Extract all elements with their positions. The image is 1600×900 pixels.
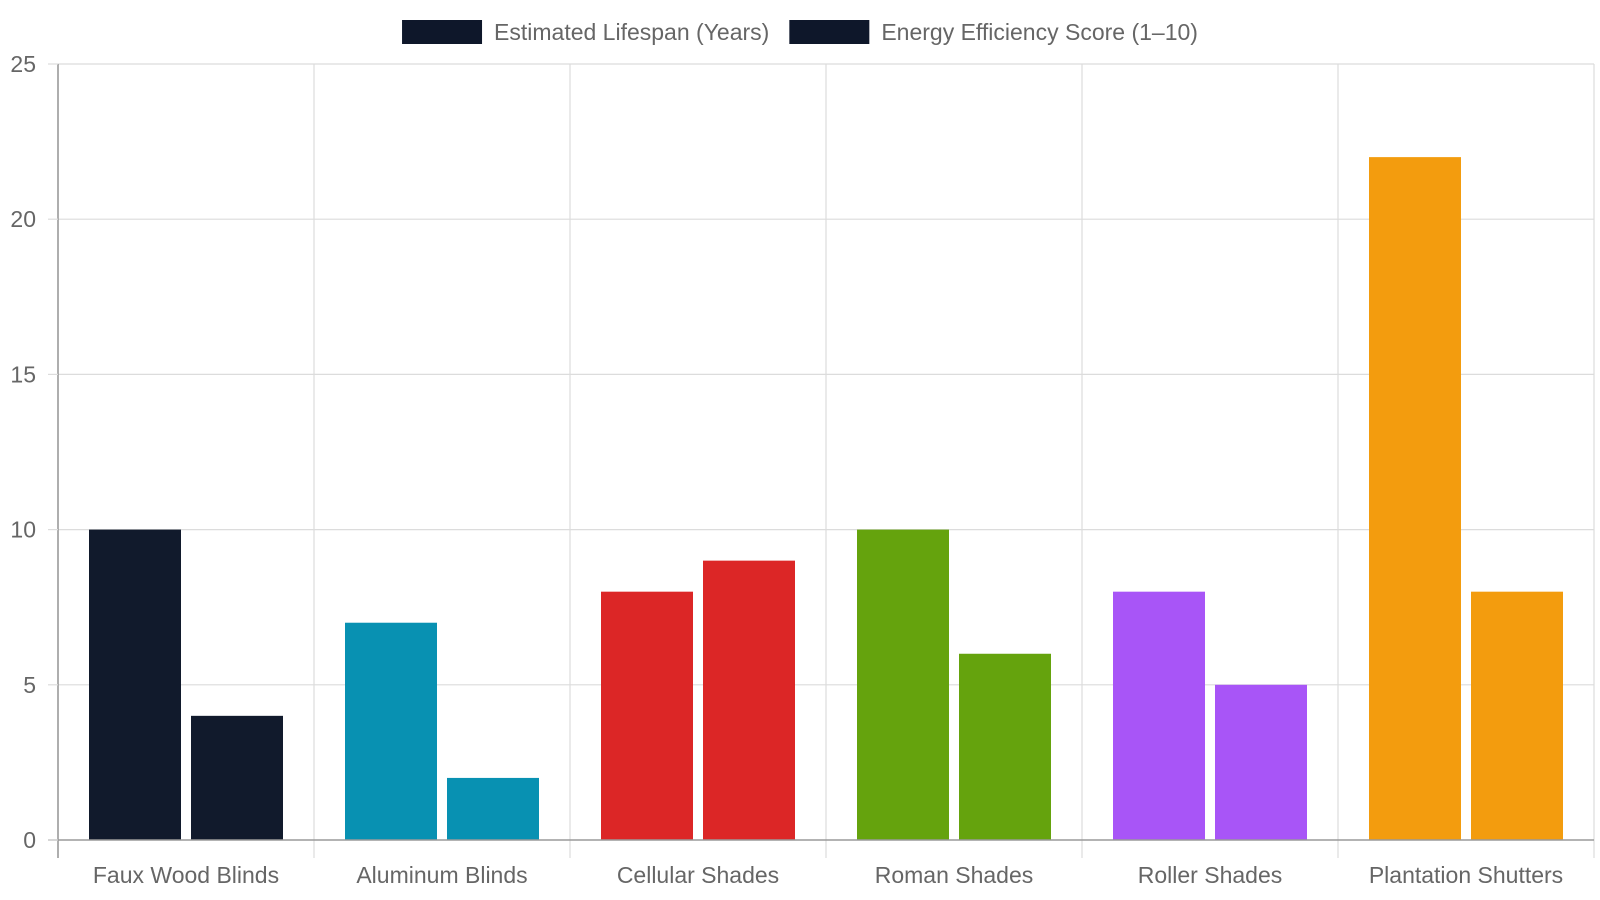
bar-lifespan-plantation-shutters (1369, 157, 1461, 840)
y-tick-label: 15 (10, 361, 36, 387)
x-tick-label: Cellular Shades (617, 862, 779, 888)
bar-efficiency-roman-shades (959, 653, 1051, 840)
x-tick-label: Roller Shades (1138, 862, 1282, 888)
bar-lifespan-faux-wood-blinds (89, 529, 181, 840)
y-tick-label: 20 (10, 206, 36, 232)
y-tick-label: 10 (10, 517, 36, 543)
x-tick-label: Plantation Shutters (1369, 862, 1563, 888)
bar-efficiency-plantation-shutters (1471, 591, 1563, 840)
y-tick-label: 25 (10, 51, 36, 77)
x-axis-ticks: Faux Wood Blinds Aluminum Blinds Cellular … (93, 862, 1563, 888)
chart-grid (58, 63, 1595, 858)
chart-legend: Estimated Lifespan (Years) Energy Efficie… (402, 19, 1198, 45)
chart-bars (89, 157, 1563, 840)
x-tick-label: Aluminum Blinds (356, 862, 527, 888)
chart-axes (48, 64, 1594, 858)
legend-label-lifespan: Estimated Lifespan (Years) (494, 19, 769, 45)
x-tick-label: Faux Wood Blinds (93, 862, 279, 888)
x-tick-label: Roman Shades (875, 862, 1034, 888)
y-tick-label: 0 (23, 827, 36, 853)
bar-lifespan-roller-shades (1113, 591, 1205, 840)
bar-efficiency-cellular-shades (703, 560, 795, 840)
y-tick-label: 5 (23, 672, 36, 698)
bar-efficiency-faux-wood-blinds (191, 715, 283, 840)
legend-swatch-efficiency[interactable] (789, 20, 870, 44)
bar-lifespan-aluminum-blinds (345, 622, 437, 840)
legend-label-efficiency: Energy Efficiency Score (1–10) (881, 19, 1198, 45)
bar-lifespan-cellular-shades (601, 591, 693, 840)
bar-efficiency-roller-shades (1215, 684, 1307, 840)
y-axis-ticks: 0 5 10 15 20 25 (10, 51, 58, 853)
bar-efficiency-aluminum-blinds (447, 777, 539, 840)
bar-lifespan-roman-shades (857, 529, 949, 840)
legend-swatch-lifespan[interactable] (402, 20, 483, 44)
